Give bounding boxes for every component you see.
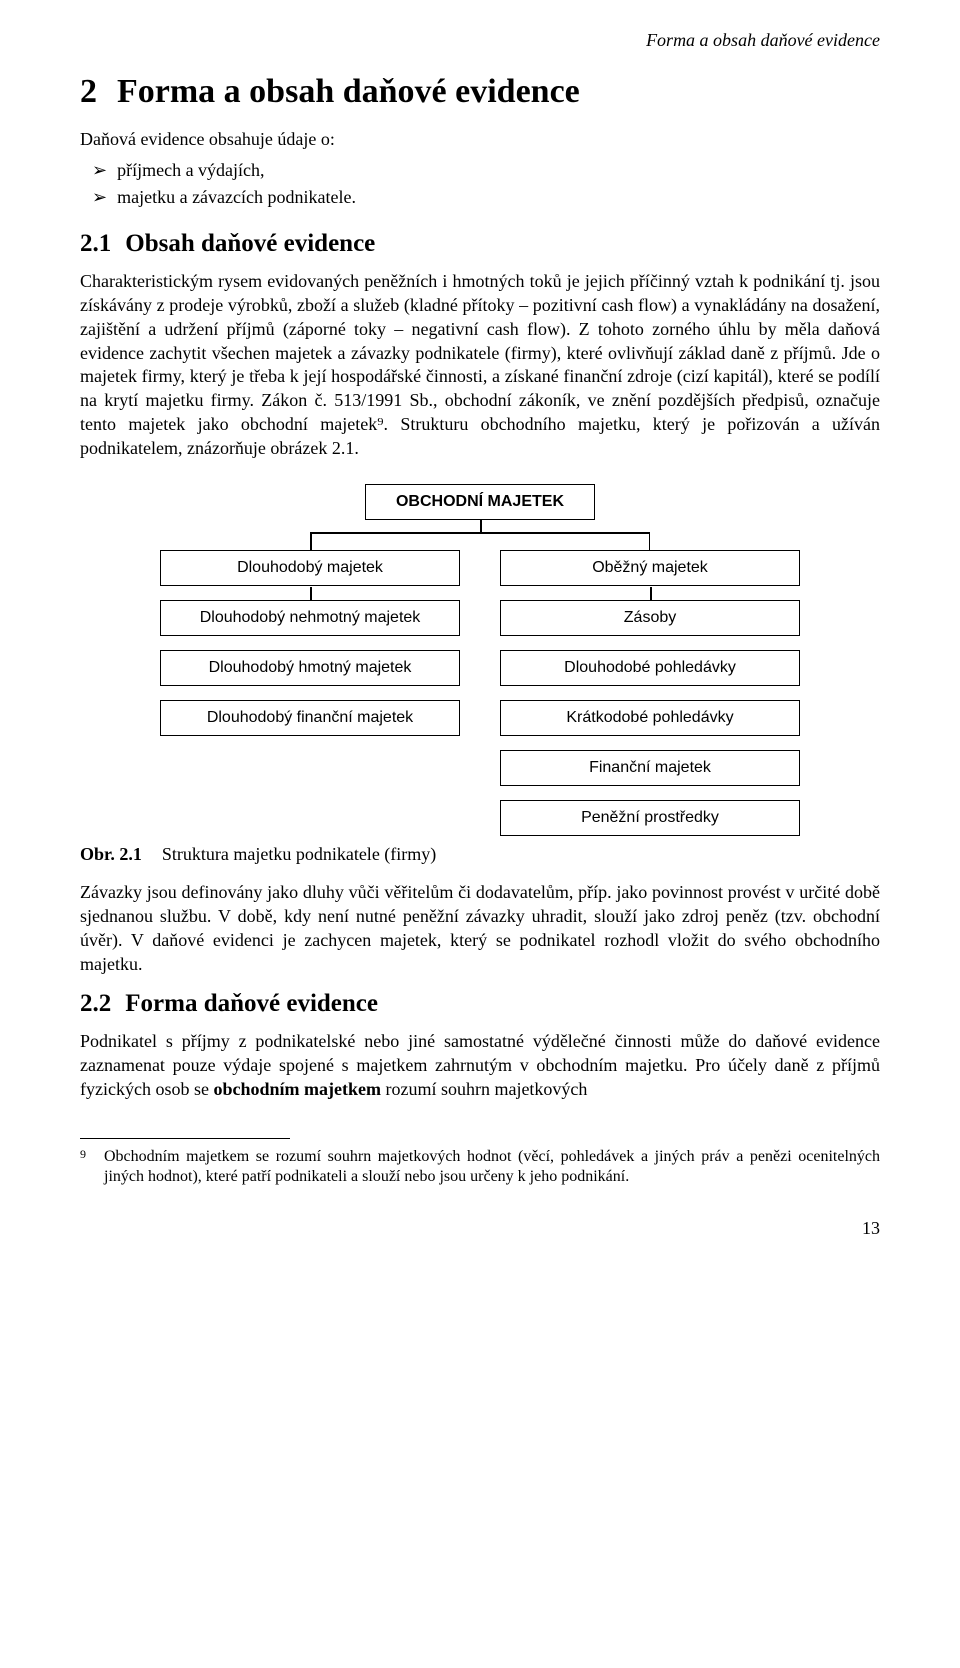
orgchart-box: Zásoby (500, 600, 800, 636)
section-title: Obsah daňové evidence (125, 230, 375, 257)
orgchart-left-column: Dlouhodobý majetek Dlouhodobý nehmotný m… (160, 550, 460, 836)
footnote: 9 Obchodním majetkem se rozumí souhrn ma… (80, 1147, 880, 1189)
figure-number: Obr. 2.1 (80, 844, 142, 865)
footnote-rule (80, 1138, 290, 1139)
chapter-heading: 2 Forma a obsah daňové evidence (80, 73, 880, 111)
page-number: 13 (80, 1218, 880, 1239)
chapter-title: Forma a obsah daňové evidence (117, 73, 580, 110)
bullet-list: příjmech a výdajích, majetku a závazcích… (92, 158, 880, 210)
orgchart-box: Oběžný majetek (500, 550, 800, 586)
orgchart: OBCHODNÍ MAJETEK Dlouhodobý majetek Dlou… (160, 484, 800, 836)
figure-caption: Obr. 2.1 Struktura majetku podnikatele (f… (80, 844, 880, 865)
list-item: majetku a závazcích podnikatele. (92, 185, 880, 210)
figure-caption-text: Struktura majetku podnikatele (firmy) (162, 844, 436, 864)
orgchart-box: Dlouhodobý majetek (160, 550, 460, 586)
running-header: Forma a obsah daňové evidence (80, 30, 880, 51)
para-after-figure: Závazky jsou definovány jako dluhy vůči … (80, 881, 880, 976)
section-heading: 2.2 Forma daňové evidence (80, 990, 880, 1018)
list-item: příjmech a výdajích, (92, 158, 880, 183)
chapter-number: 2 (80, 73, 97, 111)
orgchart-connector (160, 520, 800, 550)
section-number: 2.1 (80, 230, 111, 258)
section2-bold-term: obchodním majetkem (213, 1079, 381, 1099)
section-number: 2.2 (80, 990, 111, 1018)
section-title: Forma daňové evidence (125, 990, 378, 1017)
orgchart-box: Dlouhodobé pohledávky (500, 650, 800, 686)
section2-text-after: rozumí souhrn majetkových (381, 1079, 587, 1099)
orgchart-box: Krátkodobé pohledávky (500, 700, 800, 736)
intro-text: Daňová evidence obsahuje údaje o: (80, 129, 880, 150)
orgchart-right-column: Oběžný majetek Zásoby Dlouhodobé pohledá… (500, 550, 800, 836)
orgchart-box: Peněžní prostředky (500, 800, 800, 836)
orgchart-box: Dlouhodobý finanční majetek (160, 700, 460, 736)
orgchart-box: Dlouhodobý hmotný majetek (160, 650, 460, 686)
footnote-number: 9 (80, 1147, 92, 1189)
section1-paragraph: Charakteristickým rysem evidovaných peně… (80, 270, 880, 460)
orgchart-root-box: OBCHODNÍ MAJETEK (365, 484, 595, 520)
orgchart-box: Finanční majetek (500, 750, 800, 786)
section2-paragraph: Podnikatel s příjmy z podnikatelské nebo… (80, 1030, 880, 1101)
section-heading: 2.1 Obsah daňové evidence (80, 230, 880, 258)
footnote-text: Obchodním majetkem se rozumí souhrn maje… (104, 1147, 880, 1189)
orgchart-box: Dlouhodobý nehmotný majetek (160, 600, 460, 636)
